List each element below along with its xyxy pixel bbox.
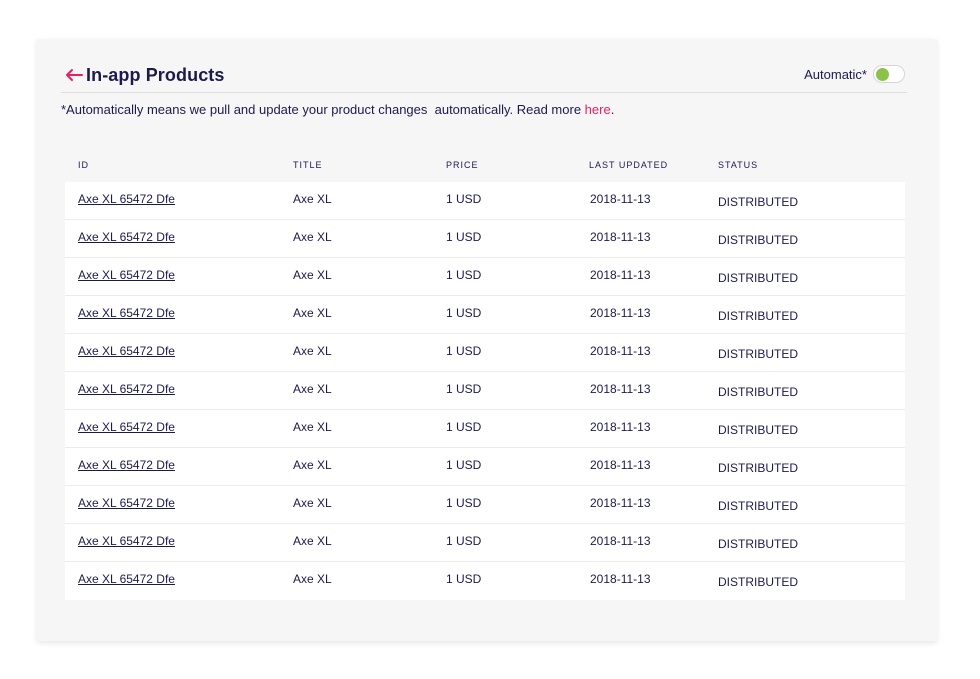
product-title: Axe XL	[293, 534, 332, 548]
product-title: Axe XL	[293, 344, 332, 358]
product-last-updated: 2018-11-13	[590, 572, 651, 586]
product-last-updated: 2018-11-13	[590, 344, 651, 358]
product-id-link[interactable]: Axe XL 65472 Dfe	[78, 496, 175, 510]
note-text: *Automatically means we pull and update …	[61, 102, 585, 117]
product-title: Axe XL	[293, 192, 332, 206]
products-card: In-app Products Automatic* *Automaticall…	[37, 39, 937, 641]
product-status: DISTRIBUTED	[718, 423, 799, 437]
read-more-link[interactable]: here	[584, 102, 611, 117]
column-header-id[interactable]: ID	[78, 160, 89, 170]
product-last-updated: 2018-11-13	[590, 496, 651, 510]
product-title: Axe XL	[293, 496, 332, 510]
product-price: 1 USD	[446, 458, 482, 472]
product-title: Axe XL	[293, 306, 332, 320]
product-status: DISTRIBUTED	[718, 309, 799, 323]
product-price: 1 USD	[446, 496, 482, 510]
product-last-updated: 2018-11-13	[590, 230, 651, 244]
table-row[interactable]: Axe XL 65472 Dfe Axe XL 1 USD 2018-11-13 DIS…	[65, 410, 905, 448]
automatic-setting: Automatic*	[804, 64, 905, 84]
product-status: DISTRIBUTED	[718, 385, 799, 399]
product-status: DISTRIBUTED	[718, 347, 799, 361]
product-title: Axe XL	[293, 458, 332, 472]
product-status: DISTRIBUTED	[718, 575, 799, 589]
toggle-knob	[876, 68, 889, 81]
product-title: Axe XL	[293, 382, 332, 396]
automatic-label: Automatic*	[804, 66, 867, 82]
product-title: Axe XL	[293, 268, 332, 282]
product-price: 1 USD	[446, 382, 482, 396]
product-title: Axe XL	[293, 572, 332, 586]
page-title: In-app Products	[86, 65, 225, 85]
product-price: 1 USD	[446, 534, 482, 548]
table-row[interactable]: Axe XL 65472 Dfe Axe XL 1 USD 2018-11-13 DIS…	[65, 334, 905, 372]
table-row[interactable]: Axe XL 65472 Dfe Axe XL 1 USD 2018-11-13 DIS…	[65, 562, 905, 600]
product-id-link[interactable]: Axe XL 65472 Dfe	[78, 192, 175, 206]
product-id-link[interactable]: Axe XL 65472 Dfe	[78, 306, 175, 320]
table-row[interactable]: Axe XL 65472 Dfe Axe XL 1 USD 2018-11-13 DIS…	[65, 486, 905, 524]
column-header-last-updated[interactable]: LAST UPDATED	[589, 160, 669, 170]
product-last-updated: 2018-11-13	[590, 382, 651, 396]
product-price: 1 USD	[446, 192, 482, 206]
product-status: DISTRIBUTED	[718, 537, 799, 551]
table-row[interactable]: Axe XL 65472 Dfe Axe XL 1 USD 2018-11-13 DIS…	[65, 372, 905, 410]
note-suffix: .	[610, 102, 615, 117]
product-last-updated: 2018-11-13	[590, 268, 651, 282]
table-row[interactable]: Axe XL 65472 Dfe Axe XL 1 USD 2018-11-13 DIS…	[65, 448, 905, 486]
product-id-link[interactable]: Axe XL 65472 Dfe	[78, 382, 175, 396]
product-status: DISTRIBUTED	[718, 271, 799, 285]
column-header-price[interactable]: PRICE	[446, 160, 479, 170]
table-row[interactable]: Axe XL 65472 Dfe Axe XL 1 USD 2018-11-13 DIS…	[65, 258, 905, 296]
product-status: DISTRIBUTED	[718, 461, 799, 475]
product-price: 1 USD	[446, 420, 482, 434]
product-status: DISTRIBUTED	[718, 499, 799, 513]
back-arrow-icon[interactable]	[65, 67, 83, 83]
product-id-link[interactable]: Axe XL 65472 Dfe	[78, 458, 175, 472]
product-last-updated: 2018-11-13	[590, 534, 651, 548]
product-last-updated: 2018-11-13	[590, 420, 651, 434]
product-id-link[interactable]: Axe XL 65472 Dfe	[78, 268, 175, 282]
product-last-updated: 2018-11-13	[590, 306, 651, 320]
products-table-body: Axe XL 65472 Dfe Axe XL 1 USD 2018-11-13 DIS…	[65, 182, 905, 600]
table-row[interactable]: Axe XL 65472 Dfe Axe XL 1 USD 2018-11-13 DIS…	[65, 182, 905, 220]
product-title: Axe XL	[293, 420, 332, 434]
automatic-toggle[interactable]	[873, 65, 905, 83]
product-id-link[interactable]: Axe XL 65472 Dfe	[78, 572, 175, 586]
header-divider	[61, 92, 907, 93]
product-price: 1 USD	[446, 306, 482, 320]
column-header-status[interactable]: STATUS	[718, 160, 759, 170]
product-id-link[interactable]: Axe XL 65472 Dfe	[78, 230, 175, 244]
product-last-updated: 2018-11-13	[590, 192, 651, 206]
page-header: In-app Products Automatic*	[65, 64, 905, 92]
product-price: 1 USD	[446, 268, 482, 282]
product-status: DISTRIBUTED	[718, 195, 799, 209]
product-price: 1 USD	[446, 572, 482, 586]
table-row[interactable]: Axe XL 65472 Dfe Axe XL 1 USD 2018-11-13 DIS…	[65, 296, 905, 334]
product-title: Axe XL	[293, 230, 332, 244]
table-row[interactable]: Axe XL 65472 Dfe Axe XL 1 USD 2018-11-13 DIS…	[65, 220, 905, 258]
product-id-link[interactable]: Axe XL 65472 Dfe	[78, 420, 175, 434]
product-price: 1 USD	[446, 344, 482, 358]
automatic-note: *Automatically means we pull and update …	[61, 102, 614, 117]
table-row[interactable]: Axe XL 65472 Dfe Axe XL 1 USD 2018-11-13 DIS…	[65, 524, 905, 562]
product-last-updated: 2018-11-13	[590, 458, 651, 472]
product-price: 1 USD	[446, 230, 482, 244]
column-header-title[interactable]: TITLE	[293, 160, 323, 170]
product-id-link[interactable]: Axe XL 65472 Dfe	[78, 344, 175, 358]
product-id-link[interactable]: Axe XL 65472 Dfe	[78, 534, 175, 548]
table-header: ID TITLE PRICE LAST UPDATED STATUS	[65, 154, 905, 178]
product-status: DISTRIBUTED	[718, 233, 799, 247]
